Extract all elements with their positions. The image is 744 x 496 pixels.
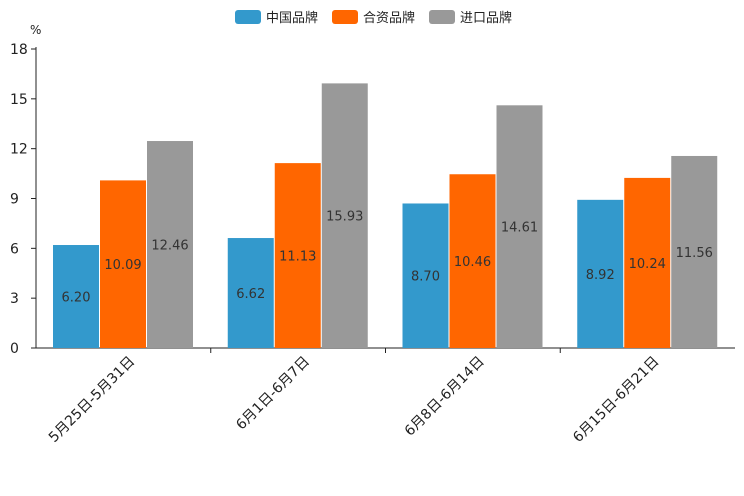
bar-1-0[interactable] bbox=[100, 180, 146, 348]
chart-legend: 中国品牌 合资品牌 进口品牌 bbox=[235, 7, 512, 26]
legend-label-import: 进口品牌 bbox=[460, 11, 513, 26]
y-tick-label-1: 3 bbox=[10, 291, 19, 307]
bar-1-1[interactable] bbox=[274, 163, 321, 348]
y-tick-label-3: 9 bbox=[10, 192, 19, 208]
bar-2-1[interactable] bbox=[321, 83, 368, 348]
bar-value-label-2-1: 15.93 bbox=[326, 210, 363, 225]
bar-0-2[interactable] bbox=[402, 203, 449, 348]
bar-value-label-0-0: 6.20 bbox=[62, 291, 91, 306]
legend-swatch-china bbox=[235, 9, 261, 24]
y-tick-label-2: 6 bbox=[10, 241, 19, 257]
bar-value-label-1-3: 10.24 bbox=[629, 257, 666, 272]
legend-item-china[interactable]: 中国品牌 bbox=[235, 7, 318, 26]
x-category-label-3: 6月15日-6月21日 bbox=[570, 354, 662, 446]
x-category-label-2: 6月8日-6月14日 bbox=[402, 354, 488, 440]
y-tick-label-0: 0 bbox=[10, 341, 19, 357]
bar-value-label-1-1: 11.13 bbox=[279, 250, 316, 265]
bar-value-label-1-0: 10.09 bbox=[104, 258, 141, 273]
y-unit-label: % bbox=[30, 23, 41, 37]
bar-0-3[interactable] bbox=[577, 199, 624, 348]
bar-0-0[interactable] bbox=[53, 245, 99, 348]
y-tick-label-5: 15 bbox=[10, 92, 28, 108]
bar-value-label-0-1: 6.62 bbox=[236, 287, 265, 302]
bar-value-label-0-3: 8.92 bbox=[586, 268, 615, 283]
bar-0-1[interactable] bbox=[227, 238, 274, 348]
bar-value-label-1-2: 10.46 bbox=[454, 255, 491, 270]
bar-2-2[interactable] bbox=[496, 105, 543, 348]
bar-value-label-2-3: 11.56 bbox=[676, 246, 713, 261]
legend-label-china: 中国品牌 bbox=[266, 11, 319, 26]
bar-2-3[interactable] bbox=[671, 155, 718, 348]
bar-value-label-0-2: 8.70 bbox=[411, 270, 440, 285]
x-category-label-1: 6月1日-6月7日 bbox=[233, 354, 313, 434]
x-category-label-0: 5月25日-5月31日 bbox=[46, 354, 138, 446]
y-tick-label-4: 12 bbox=[10, 142, 28, 158]
legend-item-joint[interactable]: 合资品牌 bbox=[332, 7, 415, 26]
bar-value-label-2-0: 12.46 bbox=[151, 239, 188, 254]
legend-swatch-import bbox=[429, 9, 456, 24]
bar-1-3[interactable] bbox=[624, 177, 671, 348]
bar-2-0[interactable] bbox=[147, 141, 193, 348]
bar-1-2[interactable] bbox=[449, 174, 496, 348]
y-tick-label-6: 18 bbox=[10, 42, 28, 58]
legend-item-import[interactable]: 进口品牌 bbox=[429, 7, 512, 26]
bar-value-label-2-2: 14.61 bbox=[501, 221, 538, 236]
legend-label-joint: 合资品牌 bbox=[363, 11, 416, 26]
legend-swatch-joint bbox=[332, 9, 359, 24]
